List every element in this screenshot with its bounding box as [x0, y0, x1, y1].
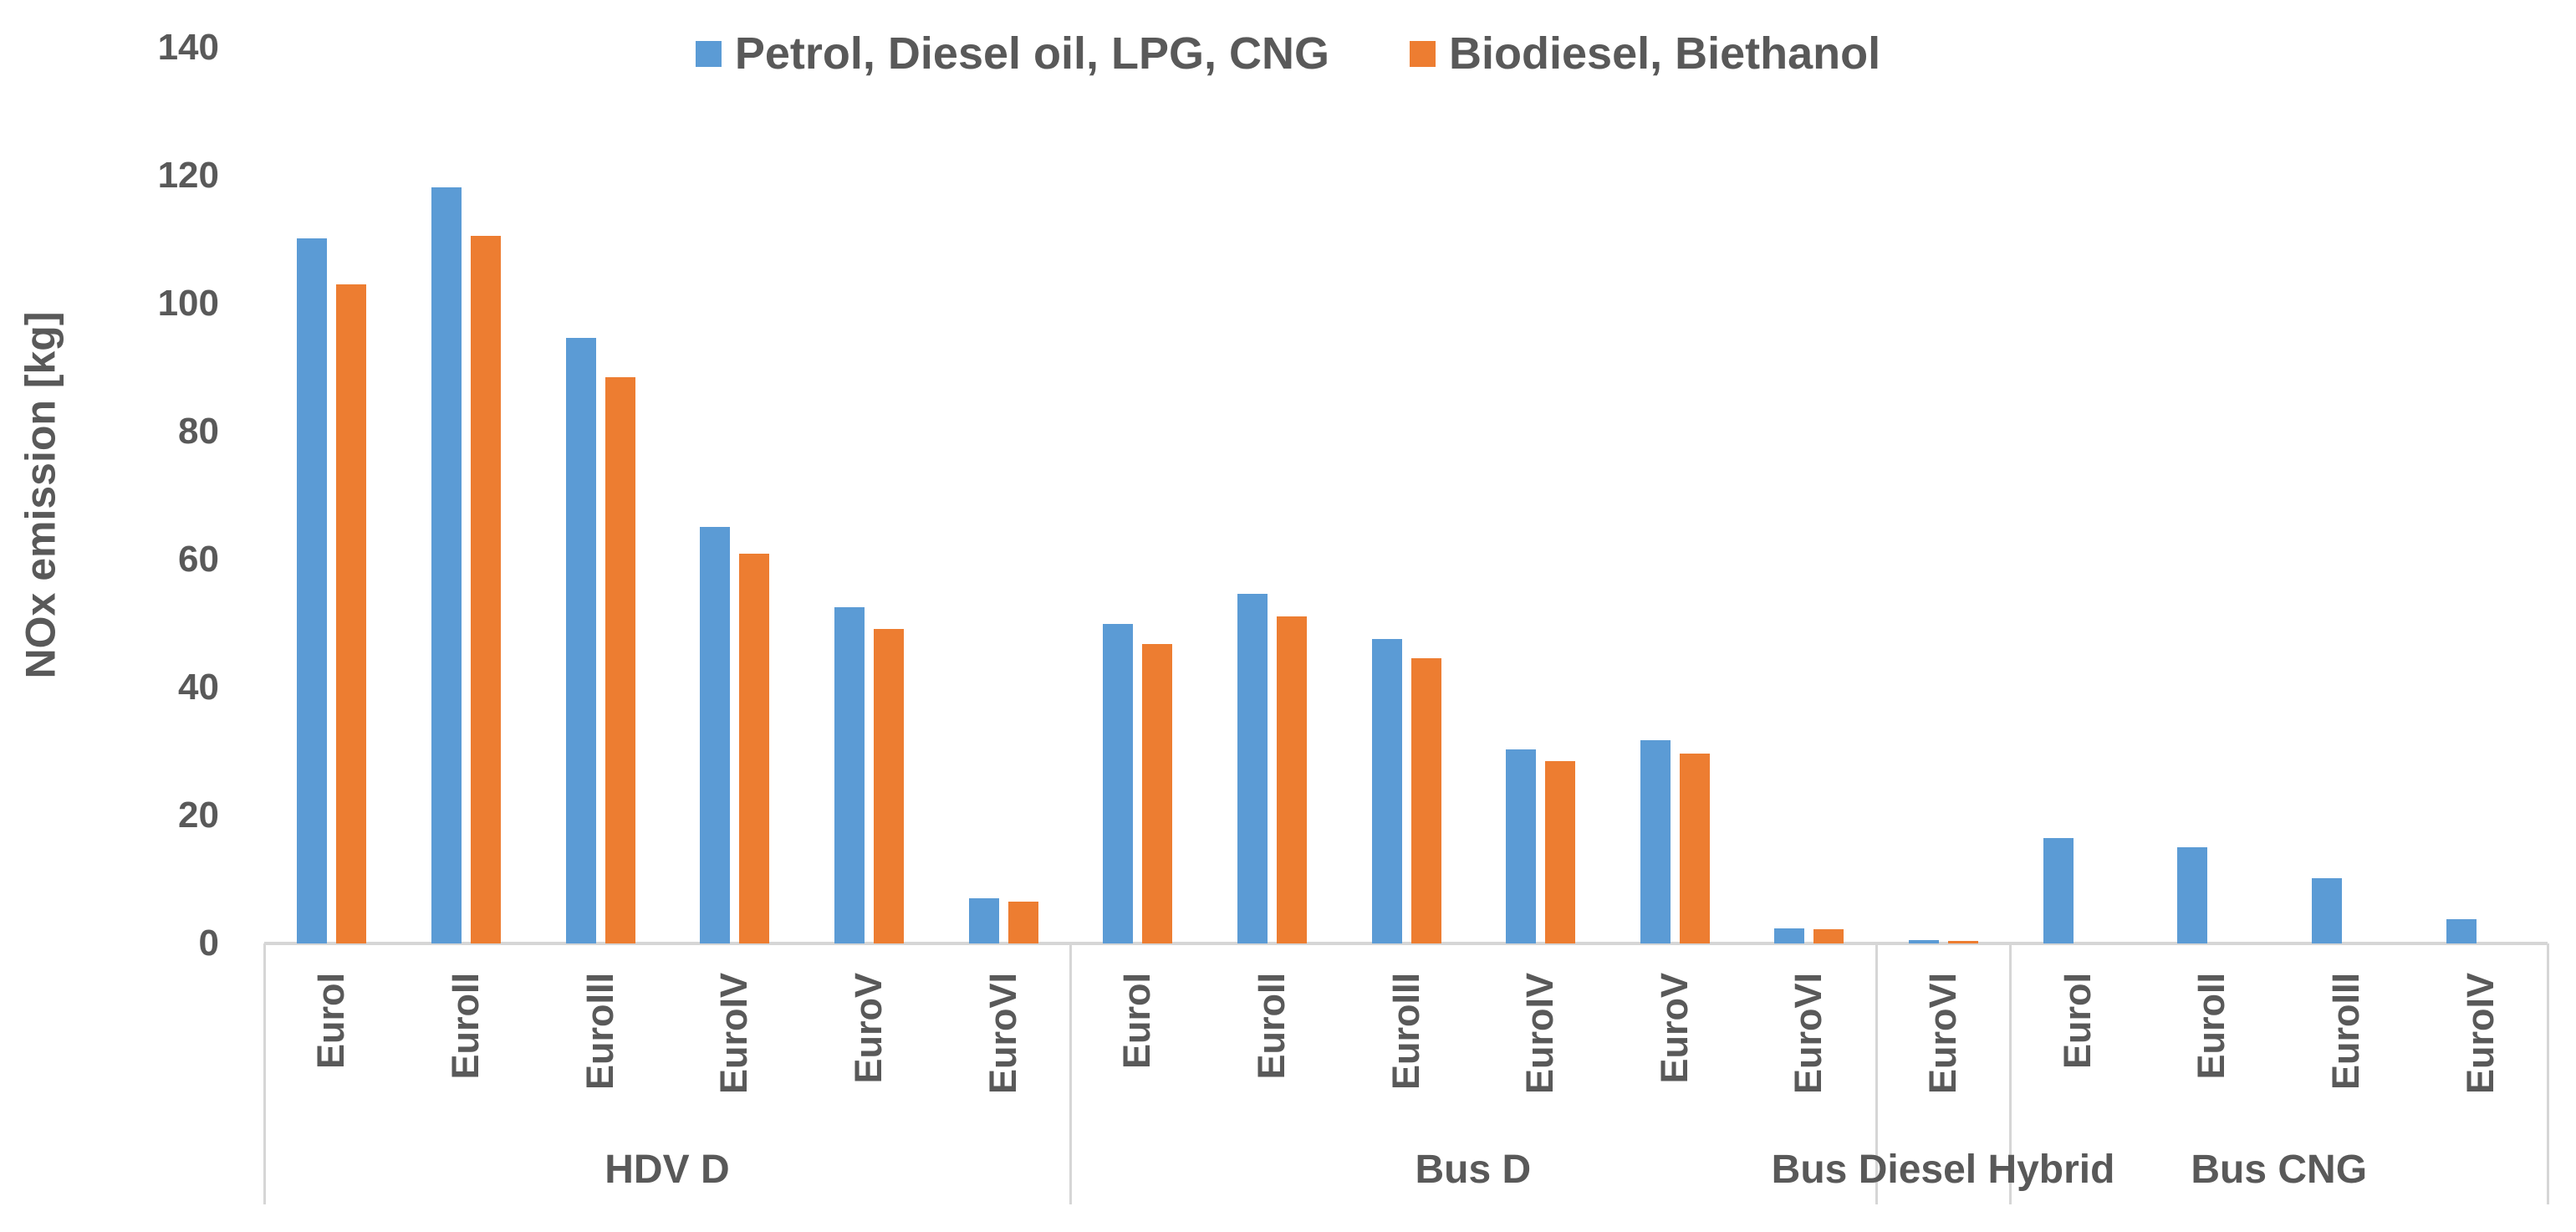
y-tick-label: 100	[157, 283, 219, 324]
category-label-eurovi: EuroVI	[981, 973, 1024, 1095]
bar-petrol-hdv-d-euroi	[297, 238, 328, 943]
bar-petrol-bus-cng-euroii	[2177, 847, 2208, 943]
category-label-euroi: EuroI	[309, 973, 353, 1070]
category-label-eurov: EuroV	[846, 973, 890, 1084]
group-divider	[2547, 943, 2549, 1204]
group-label-bus-diesel-hybrid: Bus Diesel Hybrid	[1771, 1148, 2115, 1192]
bar-petrol-bus-d-euroi	[1103, 623, 1134, 943]
bar-petrol-bus-d-euroiii	[1371, 638, 1402, 943]
bar-petrol-bus-cng-euroiii	[2312, 877, 2343, 943]
category-label-euroiv: EuroIV	[2458, 973, 2502, 1095]
y-tick-label: 140	[157, 27, 219, 68]
group-divider	[1069, 943, 1072, 1204]
bar-biodiesel-hdv-d-eurov	[873, 628, 904, 943]
group-label-hdv-d: HDV D	[604, 1148, 730, 1192]
group-label-bus-cng: Bus CNG	[2191, 1148, 2368, 1192]
bar-biodiesel-hdv-d-euroiii	[604, 376, 635, 943]
category-divider	[263, 943, 266, 1204]
group-divider	[2009, 943, 2012, 1204]
legend-item-biodiesel: Biodiesel, Biethanol	[1410, 27, 1880, 80]
bar-biodiesel-bus-d-euroiii	[1410, 657, 1441, 943]
bar-biodiesel-hdv-d-euroiv	[739, 554, 770, 943]
category-label-eurovi: EuroVI	[1787, 973, 1830, 1095]
bar-petrol-bus-d-eurovi	[1774, 928, 1805, 943]
bar-biodiesel-bus-d-eurov	[1679, 753, 1710, 943]
bar-petrol-hdv-d-eurov	[834, 607, 865, 943]
chart-legend: Petrol, Diesel oil, LPG, CNG Biodiesel, …	[0, 27, 2576, 80]
bar-petrol-bus-cng-euroiv	[2446, 918, 2477, 943]
y-tick-label: 0	[198, 923, 219, 964]
bar-petrol-bus-d-euroii	[1237, 594, 1268, 943]
category-label-euroi: EuroI	[1115, 973, 1159, 1070]
bar-biodiesel-bus-d-euroi	[1142, 643, 1173, 943]
bar-petrol-bus-d-eurov	[1640, 739, 1671, 943]
category-label-euroiii: EuroIII	[2324, 973, 2368, 1091]
legend-swatch-blue-icon	[695, 40, 722, 67]
bar-petrol-hdv-d-euroiv	[700, 526, 731, 943]
bar-petrol-hdv-d-eurovi	[968, 898, 999, 943]
bar-biodiesel-hdv-d-eurovi	[1007, 902, 1038, 943]
y-tick-label: 80	[178, 411, 219, 452]
category-label-euroiv: EuroIV	[1518, 973, 1562, 1095]
bar-biodiesel-bus-d-euroii	[1276, 616, 1307, 943]
bar-biodiesel-hdv-d-euroi	[336, 284, 367, 943]
bar-petrol-bus-diesel-hybrid-eurovi	[1909, 940, 1940, 943]
y-tick-label: 60	[178, 539, 219, 580]
y-tick-label: 120	[157, 155, 219, 196]
legend-label-biodiesel: Biodiesel, Biethanol	[1449, 28, 1881, 79]
group-divider	[1875, 943, 1878, 1204]
bar-biodiesel-bus-diesel-hybrid-eurovi	[1948, 940, 1979, 943]
bar-petrol-bus-d-euroiv	[1506, 749, 1537, 943]
group-label-bus-d: Bus D	[1415, 1148, 1532, 1192]
legend-swatch-orange-icon	[1410, 40, 1436, 67]
bar-biodiesel-bus-d-eurovi	[1813, 929, 1844, 943]
category-label-euroiv: EuroIV	[712, 973, 756, 1095]
bar-petrol-hdv-d-euroii	[431, 187, 462, 943]
category-label-eurovi: EuroVI	[1921, 973, 1965, 1095]
y-tick-label: 40	[178, 667, 219, 708]
category-label-euroiii: EuroIII	[578, 973, 621, 1091]
legend-label-petrol: Petrol, Diesel oil, LPG, CNG	[734, 28, 1330, 79]
y-axis-title: NOx emission [kg]	[17, 311, 64, 679]
category-label-eurov: EuroV	[1652, 973, 1696, 1084]
y-tick-label: 20	[178, 795, 219, 836]
category-label-euroii: EuroII	[1249, 973, 1293, 1080]
x-axis-line	[264, 942, 2548, 945]
category-label-euroii: EuroII	[443, 973, 487, 1080]
category-label-euroiii: EuroIII	[1384, 973, 1427, 1091]
bar-petrol-hdv-d-euroiii	[565, 338, 596, 943]
category-label-euroii: EuroII	[2190, 973, 2233, 1080]
legend-item-petrol: Petrol, Diesel oil, LPG, CNG	[695, 27, 1330, 80]
bar-biodiesel-bus-d-euroiv	[1545, 760, 1576, 943]
category-label-euroi: EuroI	[2055, 973, 2099, 1070]
bar-petrol-bus-cng-euroi	[2043, 837, 2074, 943]
bar-biodiesel-hdv-d-euroii	[470, 235, 501, 943]
